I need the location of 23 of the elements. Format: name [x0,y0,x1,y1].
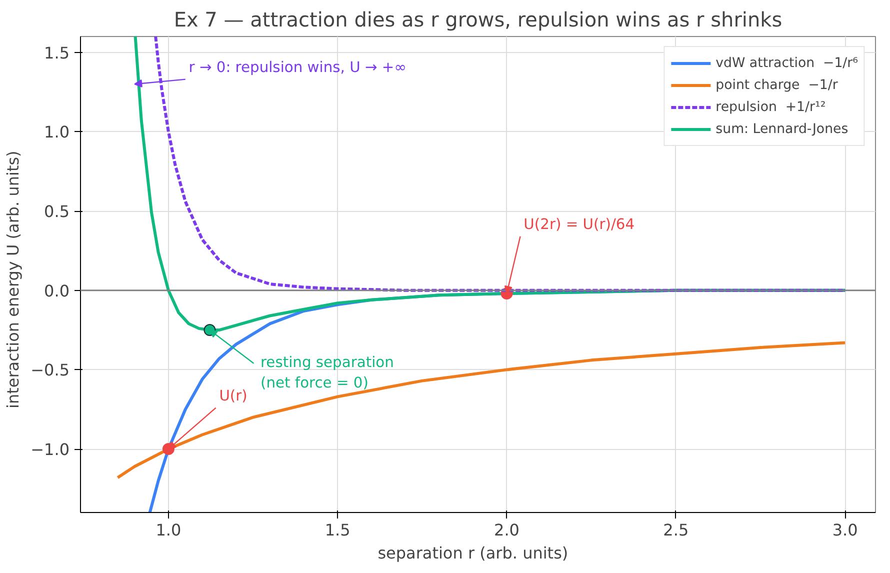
line-series [116,341,847,480]
y-tick-label: 1.0 [44,122,70,142]
y-tick-label: 1.5 [44,43,70,62]
x-tick-label: 3.0 [832,520,858,540]
x-tick-label: 1.5 [324,520,350,540]
legend-label: point charge −1/r [716,78,838,92]
legend-label: vdW attraction −1/r⁶ [716,56,858,70]
y-tick-label: −1.0 [30,440,70,460]
y-tick-label: 0.0 [44,281,70,300]
legend-label: sum: Lennard-Jones [716,122,848,136]
y-tick-label: −0.5 [30,360,70,380]
x-tick-label: 2.0 [494,520,520,540]
annotation: resting separation (net force = 0) [260,354,394,392]
annotation: U(2r) = U(r)/64 [524,216,635,234]
x-axis-title: separation r (arb. units) [378,544,568,562]
chart-title: Ex 7 — attraction dies as r grows, repulsion wins as r shrinks [174,8,782,32]
legend-label: repulsion +1/r¹² [716,100,826,114]
x-tick-label: 2.5 [663,520,689,540]
annotation: U(r) [219,388,248,405]
x-tick-label: 1.0 [156,520,182,540]
annotation: r → 0: repulsion wins, U → +∞ [188,59,406,76]
y-axis-title: interaction energy U (arb. units) [4,150,23,408]
y-tick-label: 0.5 [44,202,70,222]
